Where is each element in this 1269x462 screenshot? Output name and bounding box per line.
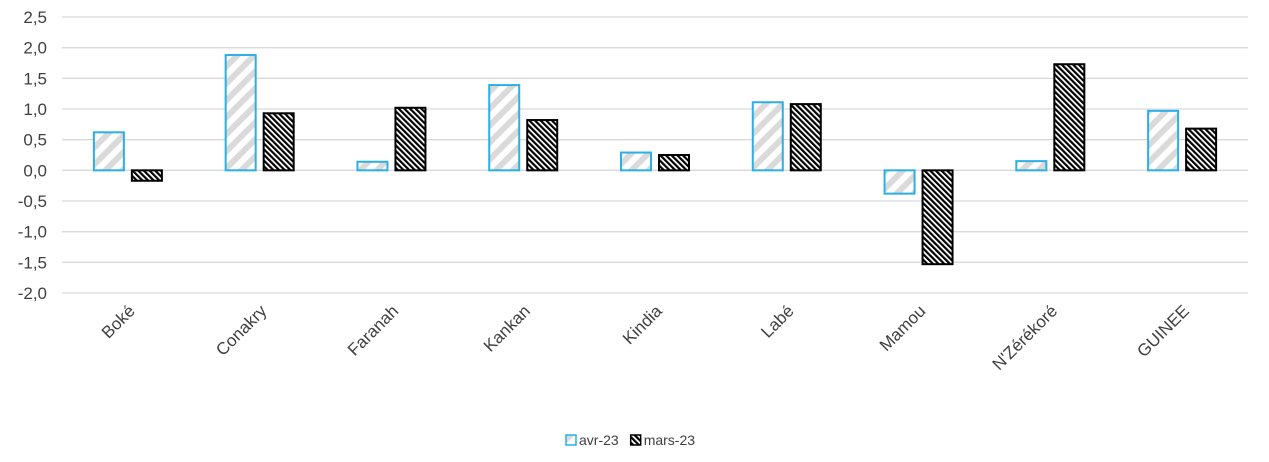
x-tick-label: Kindia (619, 301, 666, 348)
y-tick-label: -1,0 (18, 223, 47, 242)
x-tick-label: Mamou (876, 301, 930, 355)
y-tick-label: -2,0 (18, 284, 47, 303)
gridlines (62, 16, 1248, 294)
legend: avr-23 mars-23 (565, 432, 696, 448)
legend-label: mars-23 (644, 432, 696, 448)
bar-mars-23-4 (526, 119, 559, 172)
x-axis-category-labels: Boké Conakry Faranah Kankan Kindia Labé Mamou N… (98, 301, 1193, 374)
bar-avr-23-5 (620, 151, 652, 172)
bar-mars-23-1 (130, 169, 163, 182)
bar-avr-23-1 (92, 131, 125, 172)
x-tick-label: GUINEE (1133, 301, 1193, 361)
bar-mars-23-5 (658, 154, 690, 172)
y-tick-label: 2,5 (23, 8, 47, 27)
bar-avr-23-9 (1147, 109, 1180, 172)
bars (92, 54, 1218, 266)
y-tick-label: 1,0 (23, 100, 47, 119)
x-tick-label: Kankan (480, 301, 534, 355)
x-tick-label: N'Zérékoré (989, 301, 1062, 374)
legend-swatch-avr-23 (565, 434, 577, 446)
x-tick-label: Labé (757, 301, 797, 341)
x-tick-label: Boké (98, 301, 139, 342)
bar-mars-23-7 (921, 169, 954, 266)
bar-avr-23-2 (224, 54, 257, 172)
bar-mars-23-8 (1053, 63, 1086, 172)
y-axis-tick-labels: 2,5 2,0 1,5 1,0 0,5 0,0 -0,5 -1,0 -1,5 -2,0 (18, 8, 47, 303)
bar-avr-23-6 (751, 101, 784, 172)
y-tick-label: 0,0 (23, 161, 47, 180)
bar-avr-23-8 (1015, 160, 1048, 172)
bar-avr-23-4 (488, 84, 521, 172)
bar-mars-23-6 (789, 103, 822, 172)
y-tick-label: -1,5 (18, 253, 47, 272)
legend-label: avr-23 (579, 432, 619, 448)
bar-mars-23-3 (394, 106, 427, 172)
y-tick-label: 2,0 (23, 39, 47, 58)
y-tick-label: 1,5 (23, 69, 47, 88)
y-tick-label: -0,5 (18, 192, 47, 211)
bar-avr-23-3 (356, 160, 389, 172)
y-tick-label: 0,5 (23, 131, 47, 150)
x-tick-label: Faranah (344, 301, 402, 359)
bar-mars-23-2 (262, 112, 295, 172)
legend-swatch-mars-23 (629, 434, 642, 446)
bar-avr-23-7 (883, 169, 916, 195)
bar-mars-23-9 (1185, 127, 1218, 172)
x-tick-label: Conakry (212, 301, 271, 360)
